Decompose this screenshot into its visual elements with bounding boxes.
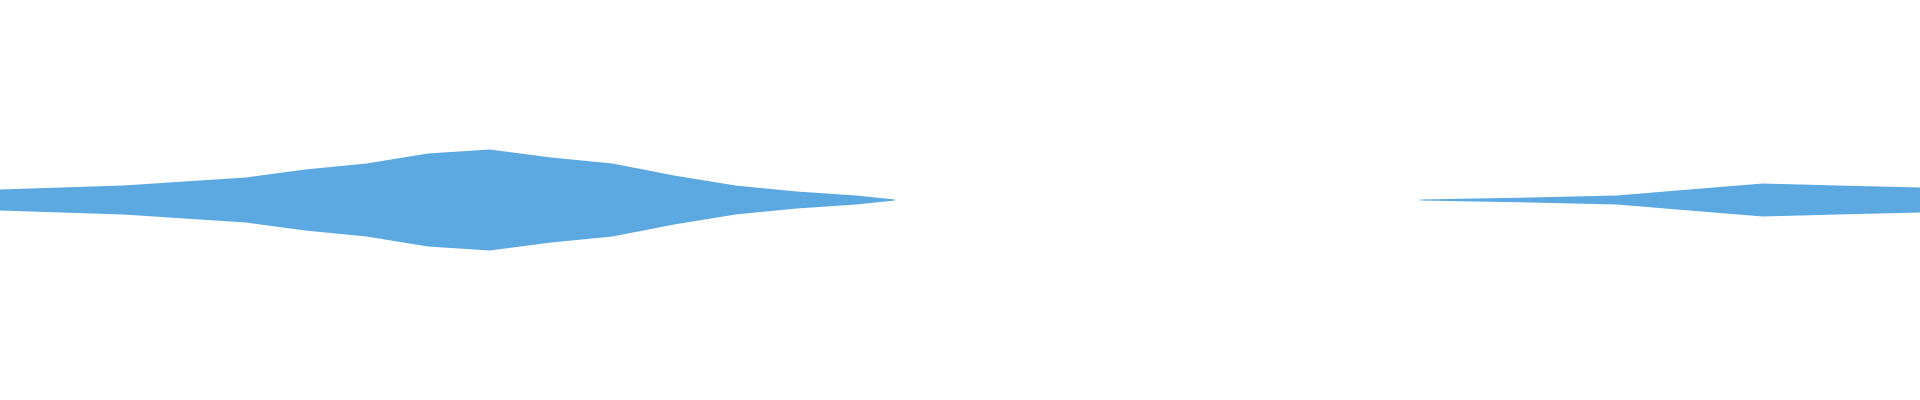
waveform-lower xyxy=(0,199,895,251)
waveform-upper xyxy=(1420,183,1920,201)
waveform-lower xyxy=(1420,199,1920,217)
waveform-upper xyxy=(0,149,895,201)
